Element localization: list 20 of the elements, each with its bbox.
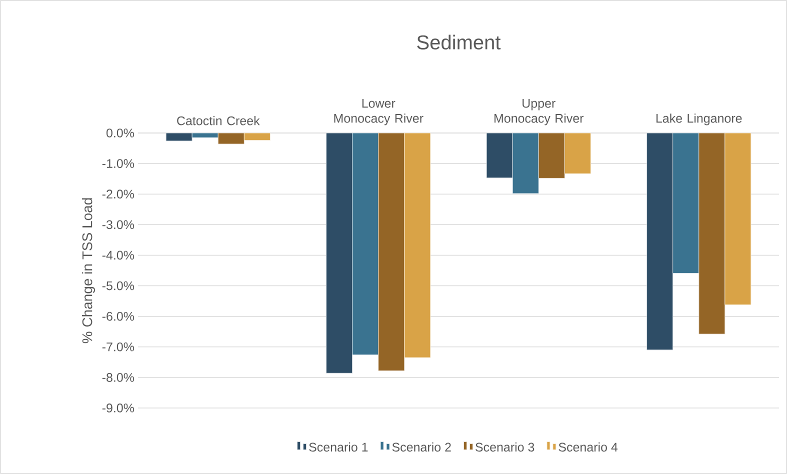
y-tick-label: -5.0% [102, 281, 134, 290]
legend-label: Scenario 1 [309, 442, 368, 452]
legend-label: Scenario 3 [476, 442, 534, 452]
y-tick-label: -4.0% [102, 250, 134, 260]
y-tick-label: 0.0% [106, 128, 134, 138]
y-tick-label: -6.0% [102, 312, 134, 321]
y-tick-label: -8.0% [102, 373, 134, 382]
y-tick-label: -1.0% [102, 159, 134, 168]
x-tick-label: Catoctin Creek [177, 116, 260, 126]
y-tick-label: -7.0% [102, 342, 134, 352]
y-axis-title: % Change in TSS Load [82, 198, 95, 344]
legend-label: Scenario 4 [558, 442, 618, 452]
y-tick-label: -3.0% [102, 220, 134, 230]
x-tick-label: Lower Monocacy River [334, 99, 424, 126]
x-tick-label: Lake Linganore [656, 114, 742, 126]
legend-label: Scenario 2 [392, 442, 451, 452]
x-tick-label: Upper Monocacy River [494, 99, 584, 126]
y-tick-label: -2.0% [102, 190, 134, 199]
y-tick-label: -9.0% [102, 404, 134, 412]
chart-title: Sediment [417, 34, 501, 50]
